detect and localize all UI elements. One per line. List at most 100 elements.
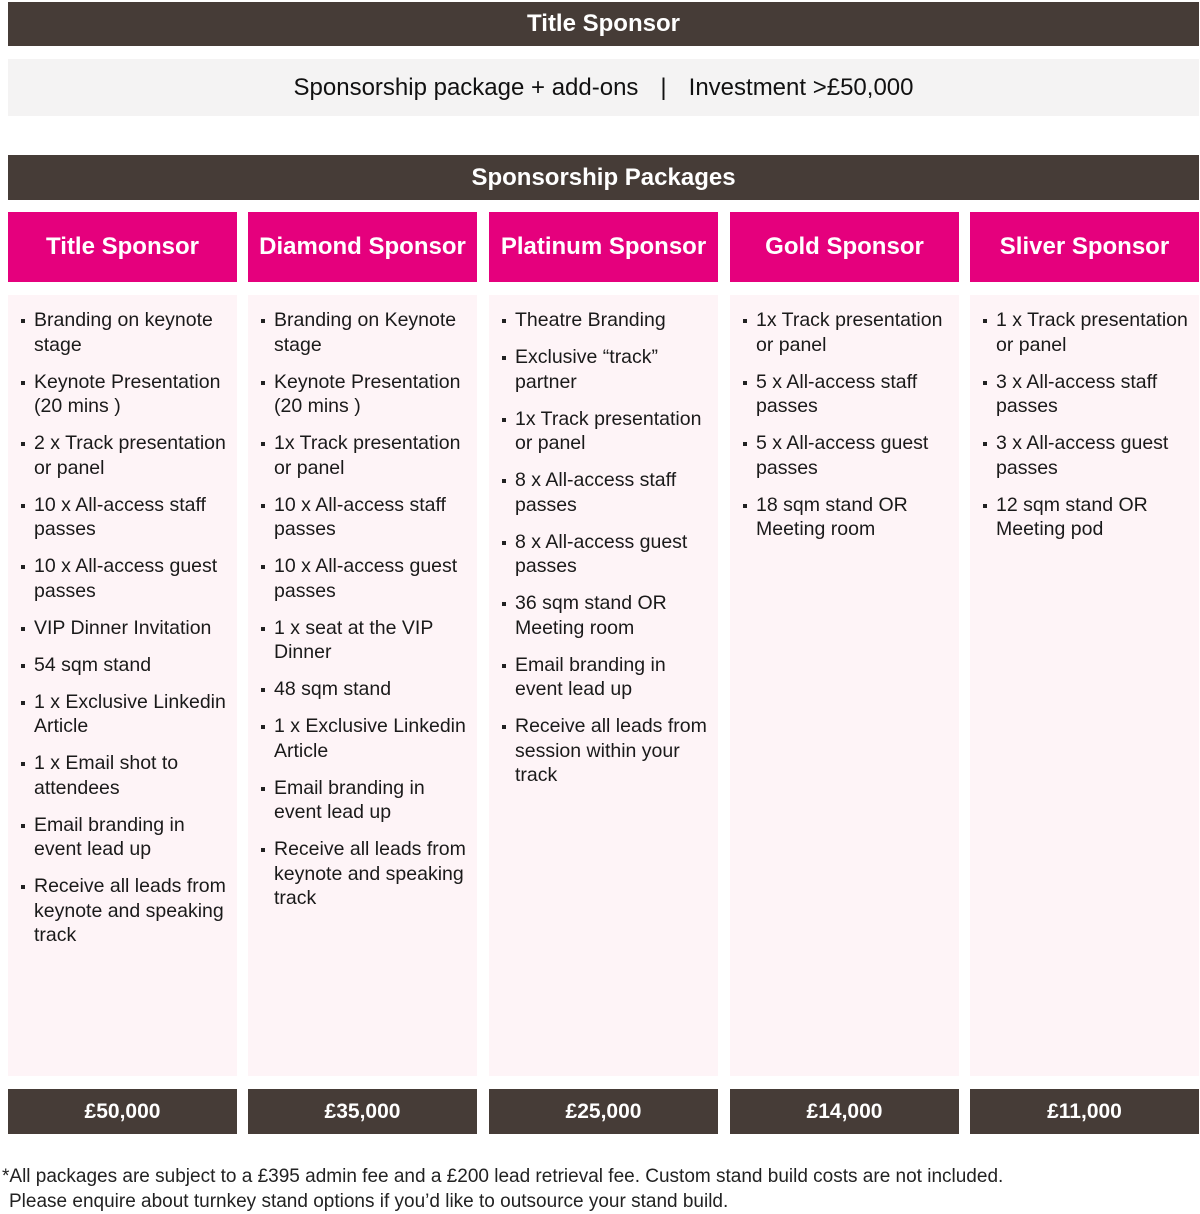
- bullet-icon: [743, 319, 747, 323]
- bullet-icon: [21, 503, 25, 508]
- package-name: Title Sponsor: [8, 212, 237, 282]
- benefit-text: Exclusive “track” partner: [515, 346, 659, 393]
- bullet-icon: [502, 663, 506, 668]
- benefit-text: Receive all leads from keynote and speak…: [274, 838, 466, 909]
- benefit-text: 2 x Track presentation or panel: [34, 432, 226, 479]
- bullet-icon: [21, 626, 25, 631]
- title-sponsor-banner: Title Sponsor: [8, 2, 1199, 46]
- bullet-icon: [983, 319, 987, 323]
- bullet-icon: [502, 540, 506, 545]
- benefit-item: Email branding in event lead up: [501, 653, 708, 702]
- benefit-item: 8 x All-access guest passes: [501, 530, 708, 579]
- bullet-icon: [261, 380, 265, 385]
- package-price: £11,000: [970, 1089, 1199, 1134]
- benefit-item: Theatre Branding: [501, 308, 708, 333]
- benefit-item: Keynote Presentation (20 mins ): [260, 370, 467, 419]
- bullet-icon: [502, 602, 506, 606]
- benefit-item: 1 x seat at the VIP Dinner: [260, 616, 467, 665]
- footnote: *All packages are subject to a £395 admi…: [2, 1164, 1003, 1214]
- bullet-icon: [502, 417, 506, 422]
- benefit-text: 8 x All-access guest passes: [515, 530, 688, 578]
- bullet-icon: [261, 503, 265, 508]
- summary-separator: |: [660, 73, 667, 101]
- benefit-item: 2 x Track presentation or panel: [20, 431, 227, 480]
- benefit-item: 1 x Track presentation or panel: [982, 308, 1189, 357]
- bullet-icon: [983, 380, 987, 385]
- benefit-text: Email branding in event lead up: [515, 653, 666, 701]
- benefit-item: 1x Track presentation or panel: [501, 407, 708, 456]
- benefit-text: Theatre Branding: [515, 309, 666, 331]
- package-price: £50,000: [8, 1089, 237, 1134]
- benefit-item: VIP Dinner Invitation: [20, 616, 227, 641]
- benefit-item: 10 x All-access guest passes: [20, 554, 227, 603]
- bullet-icon: [21, 319, 25, 323]
- benefit-text: 10 x All-access guest passes: [34, 555, 218, 602]
- bullet-icon: [983, 503, 987, 508]
- benefit-text: 10 x All-access staff passes: [274, 493, 446, 541]
- footnote-line-2: Please enquire about turnkey stand optio…: [9, 1191, 729, 1212]
- benefit-item: 1 x Exclusive Linkedin Article: [260, 714, 467, 763]
- package-price: £25,000: [489, 1089, 718, 1134]
- bullet-icon: [502, 356, 506, 360]
- benefit-item: 1 x Exclusive Linkedin Article: [20, 690, 227, 739]
- package-benefits: Theatre Branding Exclusive “track” partne…: [489, 295, 718, 1076]
- benefit-text: 1 x seat at the VIP Dinner: [274, 616, 433, 664]
- package-column: Platinum Sponsor Theatre Branding Exclusiv…: [489, 212, 718, 1076]
- benefit-text: 1x Track presentation or panel: [756, 309, 943, 356]
- benefit-text: 1 x Exclusive Linkedin Article: [274, 715, 466, 762]
- benefit-text: 10 x All-access guest passes: [274, 555, 458, 602]
- benefit-text: 1 x Email shot to attendees: [34, 752, 179, 799]
- bullet-icon: [502, 319, 506, 323]
- footnote-line-1: *All packages are subject to a £395 admi…: [2, 1166, 1004, 1187]
- package-column: Title Sponsor Branding on keynote stage Ke…: [8, 212, 237, 1076]
- bullet-icon: [743, 380, 747, 385]
- package-name: Sliver Sponsor: [970, 212, 1199, 282]
- benefit-text: 18 sqm stand OR Meeting room: [756, 493, 908, 541]
- benefit-text: 5 x All-access staff passes: [756, 370, 918, 418]
- benefit-item: Keynote Presentation (20 mins ): [20, 370, 227, 419]
- benefit-text: Branding on keynote stage: [34, 309, 213, 356]
- benefit-item: 3 x All-access guest passes: [982, 431, 1189, 480]
- package-benefits: Branding on keynote stage Keynote Present…: [8, 295, 237, 1076]
- benefit-text: Receive all leads from session within yo…: [515, 715, 707, 786]
- benefit-item: Branding on Keynote stage: [260, 308, 467, 357]
- investment-summary: Sponsorship package + add-ons | Investme…: [8, 59, 1199, 116]
- bullet-icon: [743, 503, 747, 508]
- benefit-item: Receive all leads from keynote and speak…: [260, 837, 467, 911]
- benefit-text: Keynote Presentation (20 mins ): [34, 370, 221, 418]
- benefit-item: 3 x All-access staff passes: [982, 370, 1189, 419]
- benefit-item: Email branding in event lead up: [260, 776, 467, 825]
- benefit-text: 1 x Track presentation or panel: [996, 309, 1188, 356]
- benefit-item: 10 x All-access staff passes: [20, 493, 227, 542]
- benefit-text: 54 sqm stand: [34, 653, 152, 676]
- bullet-icon: [21, 380, 25, 385]
- benefit-text: 1x Track presentation or panel: [274, 432, 461, 479]
- benefit-item: 12 sqm stand OR Meeting pod: [982, 493, 1189, 542]
- bullet-icon: [21, 442, 25, 446]
- benefit-item: Exclusive “track” partner: [501, 345, 708, 394]
- benefit-text: VIP Dinner Invitation: [34, 616, 212, 639]
- bullet-icon: [261, 688, 265, 692]
- benefit-text: 12 sqm stand OR Meeting pod: [996, 493, 1148, 541]
- benefit-text: 10 x All-access staff passes: [34, 493, 206, 541]
- package-name: Gold Sponsor: [730, 212, 959, 282]
- bullet-icon: [21, 700, 25, 705]
- bullet-icon: [261, 786, 265, 791]
- benefit-text: Keynote Presentation (20 mins ): [274, 370, 461, 418]
- bullet-icon: [261, 725, 265, 729]
- benefit-text: Branding on Keynote stage: [274, 309, 457, 356]
- benefit-text: 5 x All-access guest passes: [756, 432, 929, 479]
- packages-title: Sponsorship Packages: [471, 163, 736, 191]
- bullet-icon: [21, 663, 25, 668]
- package-benefits: Branding on Keynote stage Keynote Present…: [248, 295, 477, 1076]
- benefit-item: 54 sqm stand: [20, 653, 227, 678]
- benefit-item: 18 sqm stand OR Meeting room: [742, 493, 949, 542]
- benefit-text: 1x Track presentation or panel: [515, 407, 702, 455]
- benefit-item: 1 x Email shot to attendees: [20, 751, 227, 800]
- bullet-icon: [21, 762, 25, 766]
- bullet-icon: [261, 565, 265, 569]
- summary-package: Sponsorship package + add-ons: [293, 73, 639, 101]
- benefit-text: Receive all leads from keynote and speak…: [34, 875, 226, 946]
- package-price: £35,000: [248, 1089, 477, 1134]
- bullet-icon: [983, 442, 987, 446]
